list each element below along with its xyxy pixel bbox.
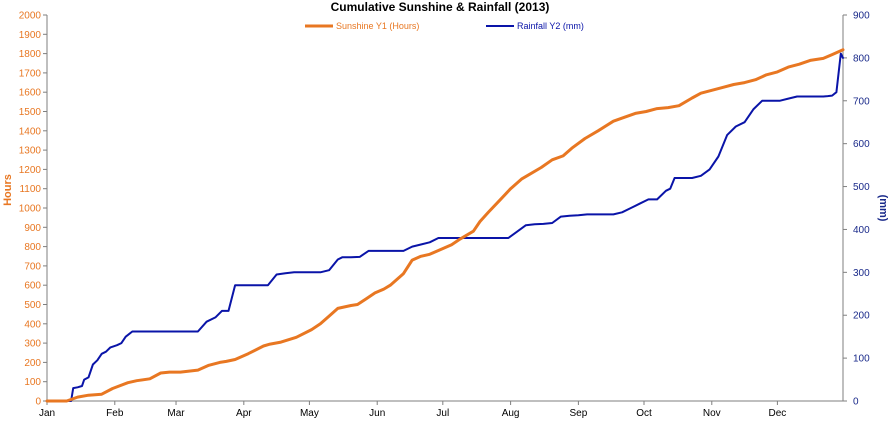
x-tick-label: Aug (502, 408, 520, 419)
legend-label-rainfall: Rainfall Y2 (mm) (517, 21, 584, 31)
x-tick-label: Nov (703, 408, 721, 419)
y1-axis-label: Hours (2, 174, 14, 206)
y1-tick-label: 300 (24, 339, 41, 350)
x-tick-label: Dec (768, 408, 786, 419)
y2-tick-label: 300 (853, 268, 870, 279)
y2-tick-label: 500 (853, 182, 870, 193)
y1-tick-label: 600 (24, 281, 41, 292)
chart-title: Cumulative Sunshine & Rainfall (2013) (331, 0, 550, 14)
series-layer (45, 48, 845, 403)
y2-tick-label: 200 (853, 311, 870, 322)
legend-label-sunshine: Sunshine Y1 (Hours) (336, 21, 419, 31)
x-tick-label: Jun (369, 408, 385, 419)
y1-tick-label: 1800 (19, 49, 42, 60)
y1-tick-label: 2000 (19, 11, 42, 22)
rainfall-series-line (46, 52, 844, 402)
y2-tick-label: 400 (853, 225, 870, 236)
y1-tick-label: 1500 (19, 107, 42, 118)
y1-tick-label: 1200 (19, 165, 42, 176)
x-ticks: Jan Feb Mar Apr May Jun Jul Aug Sep Oct Nov Dec (39, 401, 786, 419)
y1-tick-label: 500 (24, 300, 41, 311)
y2-ticks: 0 100 200 300 400 500 600 700 800 900 (843, 11, 870, 408)
x-tick-label: Apr (236, 408, 252, 419)
y1-tick-label: 900 (24, 223, 41, 234)
y1-tick-label: 800 (24, 242, 41, 253)
y1-tick-label: 1900 (19, 30, 42, 41)
y2-tick-label: 100 (853, 354, 870, 365)
y1-tick-label: 1700 (19, 68, 42, 79)
x-tick-label: Jan (39, 408, 55, 419)
y1-tick-label: 700 (24, 261, 41, 272)
y2-tick-label: 700 (853, 96, 870, 107)
y1-tick-label: 200 (24, 358, 41, 369)
y1-tick-label: 1300 (19, 146, 42, 157)
legend: Sunshine Y1 (Hours) Rainfall Y2 (mm) (305, 21, 584, 31)
sunshine-series-line (45, 48, 845, 403)
y2-tick-label: 800 (853, 53, 870, 64)
y2-tick-label: 600 (853, 139, 870, 150)
x-tick-label: Mar (167, 408, 185, 419)
x-tick-label: Oct (636, 408, 652, 419)
y1-tick-label: 0 (35, 397, 41, 408)
y2-tick-label: 900 (853, 11, 870, 22)
y2-axis-label: (mm) (877, 195, 889, 222)
y1-ticks: 0 100 200 300 400 500 600 700 800 900 1000 1100 1200… (19, 11, 47, 408)
x-tick-label: Feb (106, 408, 124, 419)
x-tick-label: May (300, 408, 319, 419)
x-tick-label: Sep (569, 408, 587, 419)
y1-tick-label: 1600 (19, 88, 42, 99)
y1-tick-label: 1000 (19, 204, 42, 215)
x-tick-label: Jul (436, 408, 449, 419)
y1-tick-label: 1400 (19, 126, 42, 137)
y1-tick-label: 100 (24, 377, 41, 388)
y2-tick-label: 0 (853, 397, 859, 408)
y1-tick-label: 400 (24, 319, 41, 330)
y1-tick-label: 1100 (19, 184, 41, 195)
